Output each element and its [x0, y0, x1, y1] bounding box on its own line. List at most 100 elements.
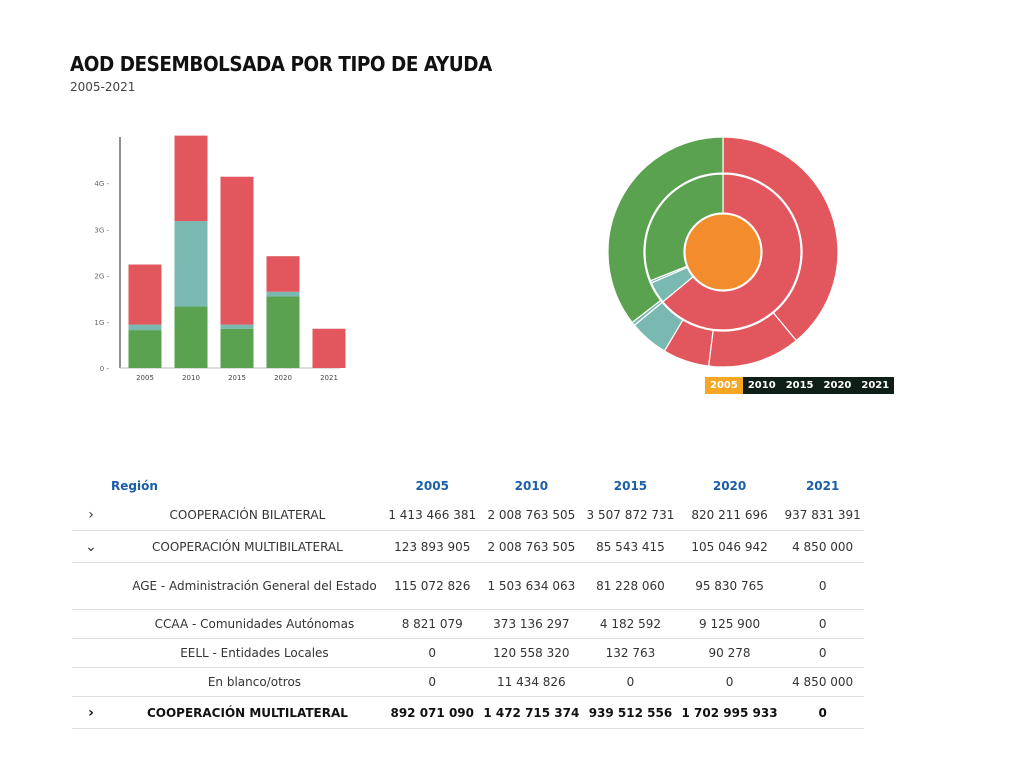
- cell-2021: 4 850 000: [781, 667, 864, 697]
- cell-2010: 1 503 634 063: [479, 562, 584, 610]
- inner-ring-slice: [662, 173, 802, 331]
- cell-2015: 939 512 556: [583, 696, 678, 729]
- cell-2021: 4 850 000: [781, 530, 864, 563]
- stacked-bar-chart: 0 - 1G - 2G - 3G - 4G - 2005 2010 2015 2020 2021: [94, 135, 346, 382]
- x-tick-label: 2021: [320, 374, 338, 382]
- cell-2005: 123 893 905: [384, 530, 480, 563]
- cell-2020: 105 046 942: [677, 530, 782, 563]
- chevron-right-icon[interactable]: ›: [72, 696, 110, 729]
- cell-2020: 1 702 995 933: [677, 696, 782, 729]
- cell-2005: 8 821 079: [384, 609, 480, 639]
- year-button-2015[interactable]: 2015: [780, 377, 819, 394]
- cell-2021: 0: [781, 696, 864, 729]
- chevron-down-icon[interactable]: ⌄: [72, 530, 110, 563]
- cell-2015: 0: [583, 667, 678, 697]
- cell-2005: 115 072 826: [384, 562, 480, 610]
- cell-2010: 2 008 763 505: [479, 499, 584, 531]
- cell-2010: 120 558 320: [479, 638, 584, 668]
- bar-segment: [174, 306, 208, 368]
- header-2010[interactable]: 2010: [514, 479, 549, 493]
- header-region[interactable]: Región: [111, 479, 158, 493]
- y-tick-label: 1G -: [94, 319, 109, 327]
- bar-segment: [174, 221, 208, 307]
- row-label: COOPERACIÓN MULTILATERAL: [110, 696, 385, 729]
- cell-2020: 820 211 696: [677, 499, 782, 531]
- header-spacer: [72, 473, 110, 499]
- table-header-row: Región 2005 2010 2015 2020 2021: [72, 473, 864, 499]
- bar-segment: [220, 324, 254, 329]
- bar-segment: [174, 135, 208, 222]
- table-subrow: EELL - Entidades Locales 0 120 558 320 1…: [72, 638, 864, 668]
- bar-segment: [266, 296, 300, 368]
- header-2005[interactable]: 2005: [415, 479, 449, 493]
- y-tick-label: 3G -: [94, 226, 109, 234]
- y-tick-label: 0 -: [100, 365, 110, 373]
- chevron-right-icon[interactable]: ›: [72, 499, 110, 531]
- cell-2005: 0: [384, 638, 480, 668]
- row-label: AGE - Administración General del Estado: [110, 562, 385, 610]
- cell-2010: 1 472 715 374: [479, 696, 584, 729]
- year-button-2005[interactable]: 2005: [705, 377, 743, 394]
- year-button-2020[interactable]: 2020: [818, 377, 857, 394]
- table-subrow: CCAA - Comunidades Autónomas 8 821 079 3…: [72, 609, 864, 639]
- center-slice: [684, 213, 762, 291]
- empty-toggle-cell: [72, 562, 110, 610]
- bar-segment: [312, 328, 346, 368]
- page-title: AOD DESEMBOLSADA POR TIPO DE AYUDA: [70, 52, 492, 76]
- row-label: CCAA - Comunidades Autónomas: [110, 609, 385, 639]
- empty-toggle-cell: [72, 609, 110, 639]
- row-label: EELL - Entidades Locales: [110, 638, 385, 668]
- data-table: Región 2005 2010 2015 2020 2021 › COOPER…: [72, 473, 864, 729]
- y-tick-label: 2G -: [94, 273, 109, 281]
- cell-2005: 0: [384, 667, 480, 697]
- y-tick-label: 4G -: [94, 180, 109, 188]
- row-label: COOPERACIÓN MULTIBILATERAL: [110, 530, 385, 563]
- x-tick-label: 2015: [228, 374, 246, 382]
- table-row[interactable]: ⌄ COOPERACIÓN MULTIBILATERAL 123 893 905…: [72, 530, 864, 563]
- cell-2005: 892 071 090: [384, 696, 480, 729]
- cell-2021: 0: [781, 562, 864, 610]
- year-button-2010[interactable]: 2010: [742, 377, 781, 394]
- cell-2020: 95 830 765: [677, 562, 782, 610]
- x-tick-label: 2020: [274, 374, 292, 382]
- year-selector: 2005 2010 2015 2020 2021: [705, 377, 895, 394]
- row-label: COOPERACIÓN BILATERAL: [110, 499, 385, 531]
- outer-ring-slice: [607, 136, 724, 324]
- outer-ring-slice: [722, 136, 839, 342]
- header-2015[interactable]: 2015: [613, 479, 648, 493]
- page-subtitle: 2005-2021: [70, 80, 136, 94]
- header-2020[interactable]: 2020: [712, 479, 747, 493]
- cell-2015: 3 507 872 731: [583, 499, 678, 531]
- cell-2021: 937 831 391: [781, 499, 864, 531]
- bar-segment: [128, 330, 162, 368]
- cell-2010: 373 136 297: [479, 609, 584, 639]
- inner-ring-slice: [644, 173, 724, 282]
- empty-toggle-cell: [72, 638, 110, 668]
- x-tick-label: 2010: [182, 374, 200, 382]
- cell-2015: 85 543 415: [583, 530, 678, 563]
- cell-2010: 11 434 826: [479, 667, 584, 697]
- bar-segment: [266, 256, 300, 292]
- table-row[interactable]: › COOPERACIÓN MULTILATERAL 892 071 090 1…: [72, 696, 864, 729]
- cell-2021: 0: [781, 609, 864, 639]
- cell-2015: 4 182 592: [583, 609, 678, 639]
- sunburst-chart: [607, 136, 839, 368]
- cell-2015: 132 763: [583, 638, 678, 668]
- table-subrow: En blanco/otros 0 11 434 826 0 0 4 850 0…: [72, 667, 864, 697]
- bar-segment: [128, 264, 162, 325]
- cell-2010: 2 008 763 505: [479, 530, 584, 563]
- cell-2020: 0: [677, 667, 782, 697]
- year-button-2021[interactable]: 2021: [856, 377, 895, 394]
- cell-2015: 81 228 060: [583, 562, 678, 610]
- bar-segment: [220, 176, 254, 325]
- header-2021[interactable]: 2021: [805, 479, 840, 493]
- table-row[interactable]: › COOPERACIÓN BILATERAL 1 413 466 381 2 …: [72, 499, 864, 531]
- cell-2021: 0: [781, 638, 864, 668]
- x-tick-label: 2005: [136, 374, 154, 382]
- bar-segment: [266, 291, 300, 297]
- empty-toggle-cell: [72, 667, 110, 697]
- bar-segment: [220, 328, 254, 368]
- row-label: En blanco/otros: [110, 667, 385, 697]
- bar-segment: [128, 324, 162, 331]
- table-subrow: AGE - Administración General del Estado …: [72, 562, 864, 610]
